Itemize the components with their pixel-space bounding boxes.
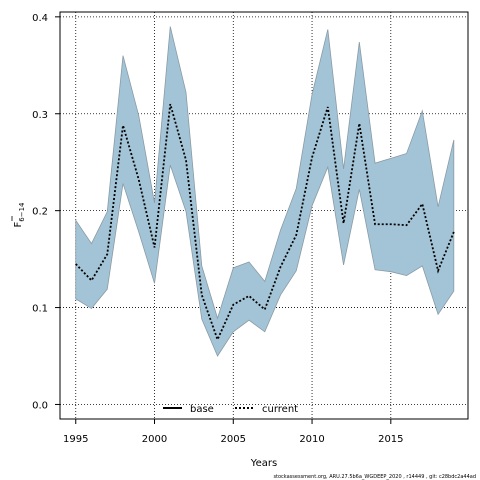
y-tick-label: 0.4 [32,13,48,24]
y-axis-title-main: F [13,222,24,228]
series-line-current [75,103,455,342]
svg-text:F6−14: F6−14 [13,202,26,228]
confidence-band [75,26,455,357]
legend: base current [163,404,298,415]
x-tick-label: 1995 [63,434,88,445]
y-axis-title: F6−14 [11,202,26,228]
caption: stockassessment.org, ARU.27.5b6a_WGDEEP_… [273,474,476,480]
x-axis: 1995 2000 2005 2010 2015 [63,419,404,445]
x-tick-label: 2005 [221,434,246,445]
x-tick-label: 2015 [378,434,403,445]
y-axis-title-sub: 6−14 [18,202,26,222]
y-tick-label: 0.0 [32,400,48,411]
y-tick-label: 0.1 [32,304,48,315]
y-axis: 0.0 0.1 0.2 0.3 0.4 [32,13,60,411]
y-tick-label: 0.3 [32,110,48,121]
x-tick-label: 2010 [299,434,324,445]
x-tick-label: 2000 [142,434,167,445]
x-axis-title: Years [250,458,277,469]
legend-current-label: current [262,404,298,415]
series-lines [75,103,455,342]
plot-frame [59,11,469,420]
legend-base-label: base [190,404,214,415]
y-tick-label: 0.2 [32,207,48,218]
